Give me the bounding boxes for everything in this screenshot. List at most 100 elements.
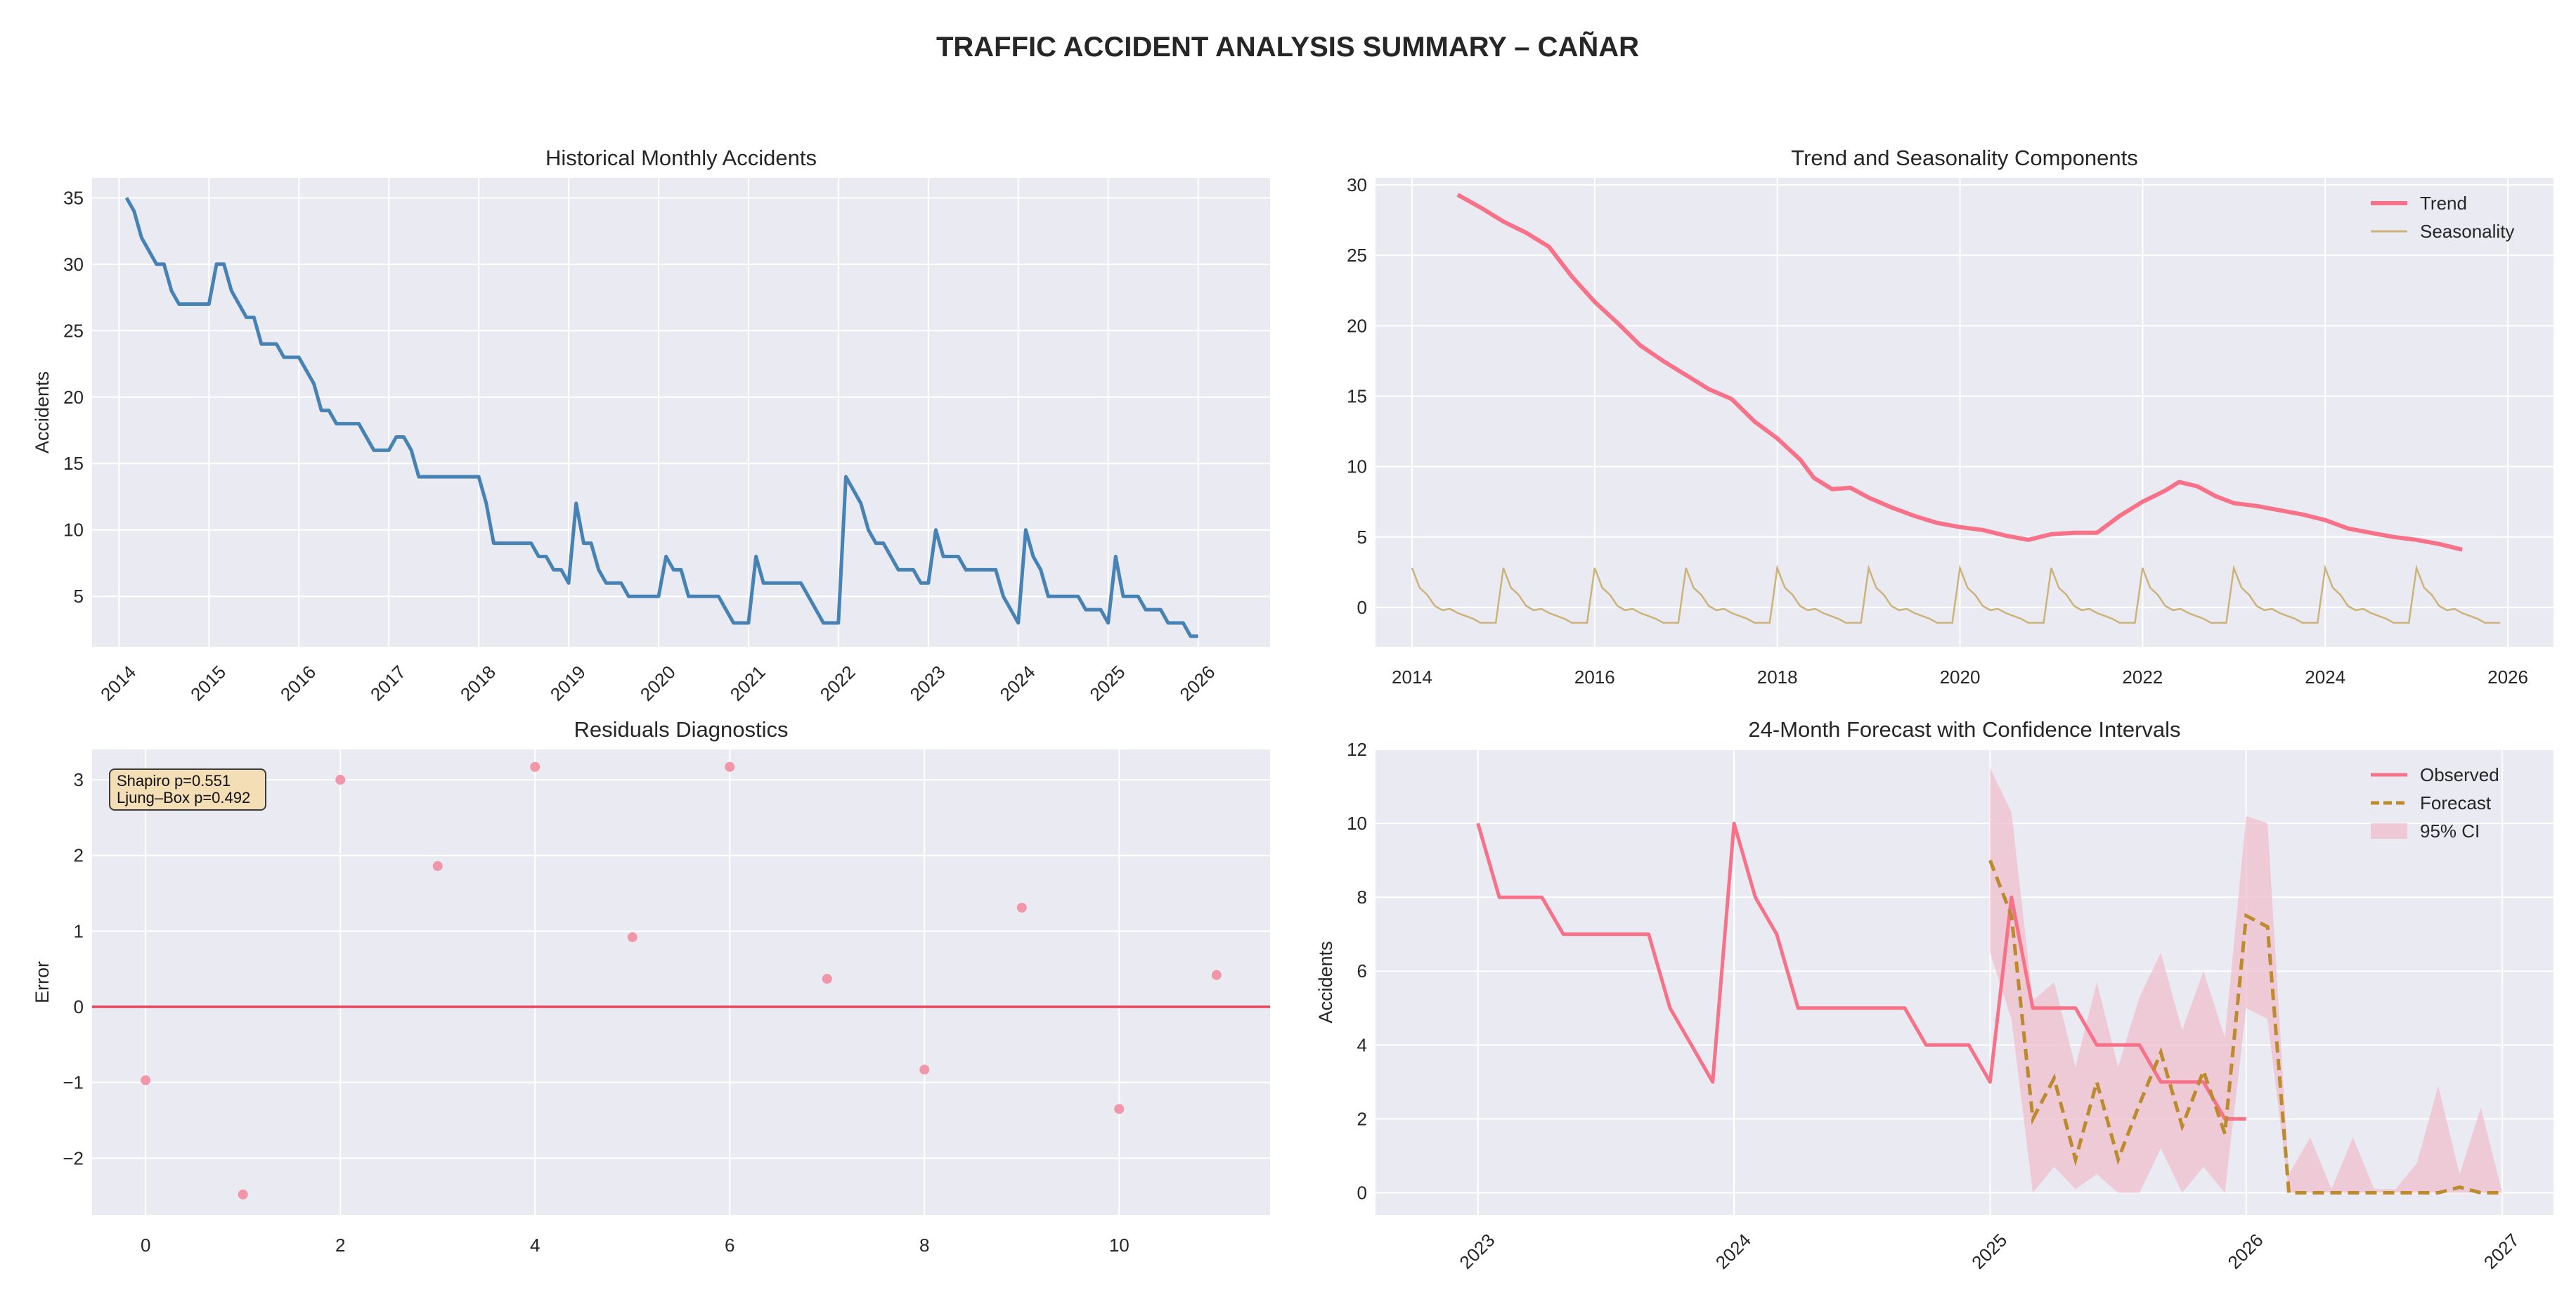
x-tick-label: 2026: [1175, 662, 1219, 705]
x-tick-label: 2024: [2305, 667, 2345, 688]
x-tick-label: 2022: [816, 662, 860, 705]
plot-area: [92, 749, 1270, 1215]
x-tick-label: 2026: [2487, 667, 2528, 688]
figure-title: TRAFFIC ACCIDENT ANALYSIS SUMMARY – CAÑA…: [936, 30, 1639, 63]
chart-residuals-diagnostics: 0 2 4 6 8 10 −2 −1 0 1 2 3 Residuals Diagnostics Erro…: [32, 717, 1270, 1256]
x-tick-label: 4: [530, 1235, 540, 1256]
x-tick-label: 2018: [1757, 667, 1798, 688]
y-tick-label: 20: [63, 387, 84, 408]
y-tick-label: 10: [1347, 456, 1367, 477]
y-tick-label: 10: [63, 520, 84, 541]
y-tick-label: 30: [1347, 174, 1367, 195]
y-tick-label: −2: [63, 1147, 84, 1169]
residual-point: [822, 974, 832, 984]
x-tick-label: 2014: [1392, 667, 1432, 688]
chart-title: Historical Monthly Accidents: [545, 146, 817, 170]
legend-swatch: [2371, 823, 2407, 839]
y-tick-label: 20: [1347, 315, 1367, 336]
x-tick-label: 2016: [1574, 667, 1615, 688]
y-tick-label: 15: [1347, 385, 1367, 406]
series-line-forecast: [1988, 859, 2503, 1195]
residual-point: [725, 761, 735, 772]
y-tick-label: 0: [1357, 1182, 1367, 1203]
chart-title: 24-Month Forecast with Confidence Interv…: [1748, 717, 2180, 742]
series-line-historical: [124, 197, 1198, 638]
series-line-seasonality: [1411, 564, 2501, 624]
x-tick-label: 2018: [456, 662, 500, 705]
x-tick-label: 2020: [636, 662, 680, 705]
x-tick-label: 2026: [2223, 1230, 2267, 1273]
y-axis-label: Accidents: [1315, 941, 1336, 1023]
x-tick-label: 2023: [1455, 1230, 1499, 1273]
y-tick-label: 25: [63, 320, 84, 341]
y-tick-label: 2: [1357, 1108, 1367, 1129]
legend-label: Observed: [2420, 764, 2499, 785]
stats-annotation-text: Ljung–Box p=0.492: [117, 789, 250, 806]
chart-forecast: 2023 2024 2025 2026 2027 0 2 4 6 8 10 12 24-Month Fo…: [1315, 717, 2554, 1273]
y-tick-label: 4: [1357, 1034, 1367, 1055]
residual-point: [335, 775, 346, 785]
x-tick-label: 6: [725, 1235, 734, 1256]
y-tick-label: 3: [74, 769, 84, 790]
x-tick-label: 2015: [186, 662, 230, 705]
residual-point: [1211, 970, 1222, 980]
stats-annotation-box: [109, 768, 266, 811]
x-tick-label: 2023: [906, 662, 950, 705]
y-tick-label: 10: [1347, 813, 1367, 834]
chart-title: Residuals Diagnostics: [574, 717, 789, 742]
x-tick-label: 2020: [1940, 667, 1981, 688]
residual-point: [627, 932, 637, 942]
y-tick-label: 5: [1357, 527, 1367, 548]
residual-point: [1016, 902, 1027, 913]
y-axis-label: Accidents: [32, 371, 53, 453]
x-tick-label: 0: [141, 1235, 150, 1256]
residual-point: [432, 861, 443, 871]
y-tick-label: 12: [1347, 739, 1367, 760]
legend-label: Forecast: [2420, 792, 2492, 813]
y-axis-label: Error: [32, 961, 53, 1003]
chart-historical-monthly-accidents: 2014 2015 2016 2017 2018 2019 2020 2021 2022 2023…: [32, 146, 1270, 705]
residual-point: [919, 1064, 930, 1075]
y-tick-label: 8: [1357, 887, 1367, 908]
y-tick-label: 15: [63, 453, 84, 474]
x-tick-label: 2017: [366, 662, 410, 705]
x-tick-label: 2024: [1711, 1230, 1755, 1273]
residual-point: [141, 1075, 151, 1086]
x-tick-label: 2025: [1085, 662, 1129, 705]
x-tick-label: 10: [1109, 1235, 1130, 1256]
x-tick-label: 2: [335, 1235, 345, 1256]
x-tick-label: 2025: [1967, 1230, 2011, 1273]
series-line-trend: [1456, 193, 2463, 552]
x-tick-label: 2024: [995, 662, 1039, 705]
y-tick-label: 0: [1357, 597, 1367, 618]
x-tick-label: 8: [919, 1235, 929, 1256]
y-tick-label: 0: [74, 996, 84, 1017]
x-tick-label: 2027: [2480, 1230, 2523, 1273]
y-tick-label: 5: [74, 586, 84, 607]
legend-label: Trend: [2420, 193, 2467, 214]
residual-point: [238, 1189, 248, 1199]
y-tick-label: 30: [63, 254, 84, 275]
y-tick-label: 6: [1357, 960, 1367, 982]
y-tick-label: 35: [63, 187, 84, 208]
residual-point: [1114, 1104, 1125, 1114]
legend-label: Seasonality: [2420, 221, 2514, 242]
series-line-observed: [1476, 821, 2246, 1121]
residual-point: [530, 761, 541, 772]
y-tick-label: 25: [1347, 245, 1367, 266]
plot-area: [1376, 178, 2554, 647]
chart-trend-seasonality: 2014 2016 2018 2020 2022 2024 2026 0 5 10 15 20 25 30…: [1347, 146, 2554, 688]
stats-annotation-text: Shapiro p=0.551: [117, 772, 231, 790]
chart-title: Trend and Seasonality Components: [1791, 146, 2137, 170]
confidence-interval-band: [1990, 768, 2503, 1193]
x-tick-label: 2022: [2122, 667, 2163, 688]
y-tick-label: 1: [74, 920, 84, 941]
y-tick-label: 2: [74, 845, 84, 866]
legend-label: 95% CI: [2420, 820, 2480, 842]
plot-area: [1376, 749, 2554, 1215]
x-tick-label: 2016: [276, 662, 320, 705]
plot-area: [92, 178, 1270, 647]
x-tick-label: 2021: [726, 662, 770, 705]
y-tick-label: −1: [63, 1072, 84, 1093]
